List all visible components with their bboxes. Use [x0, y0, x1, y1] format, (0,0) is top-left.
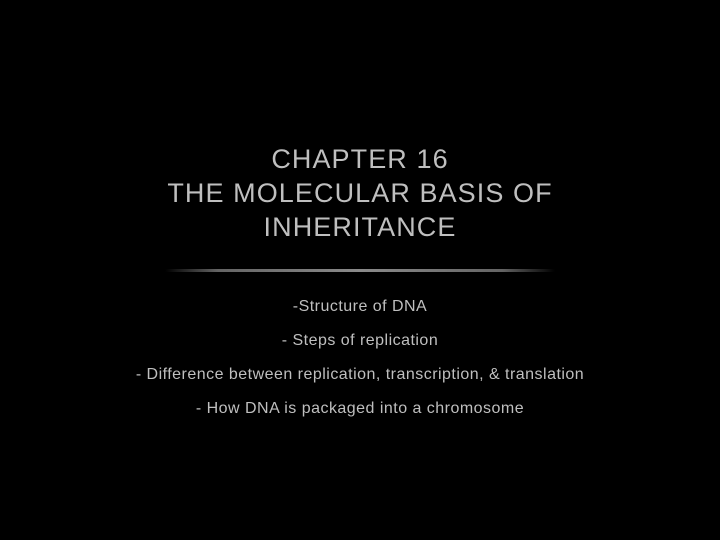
bullet-list: -Structure of DNA - Steps of replication… [0, 298, 720, 418]
bullet-item: - Steps of replication [0, 332, 720, 350]
slide-title: CHAPTER 16 THE MOLECULAR BASIS OF INHERI… [0, 143, 720, 244]
title-line-3: INHERITANCE [0, 211, 720, 245]
slide: CHAPTER 16 THE MOLECULAR BASIS OF INHERI… [0, 0, 720, 540]
bullet-item: - How DNA is packaged into a chromosome [0, 400, 720, 418]
bullet-item: - Difference between replication, transc… [0, 366, 720, 384]
title-line-2: THE MOLECULAR BASIS OF [0, 177, 720, 211]
title-divider [157, 269, 563, 272]
bullet-item: -Structure of DNA [0, 298, 720, 316]
title-line-1: CHAPTER 16 [0, 143, 720, 177]
